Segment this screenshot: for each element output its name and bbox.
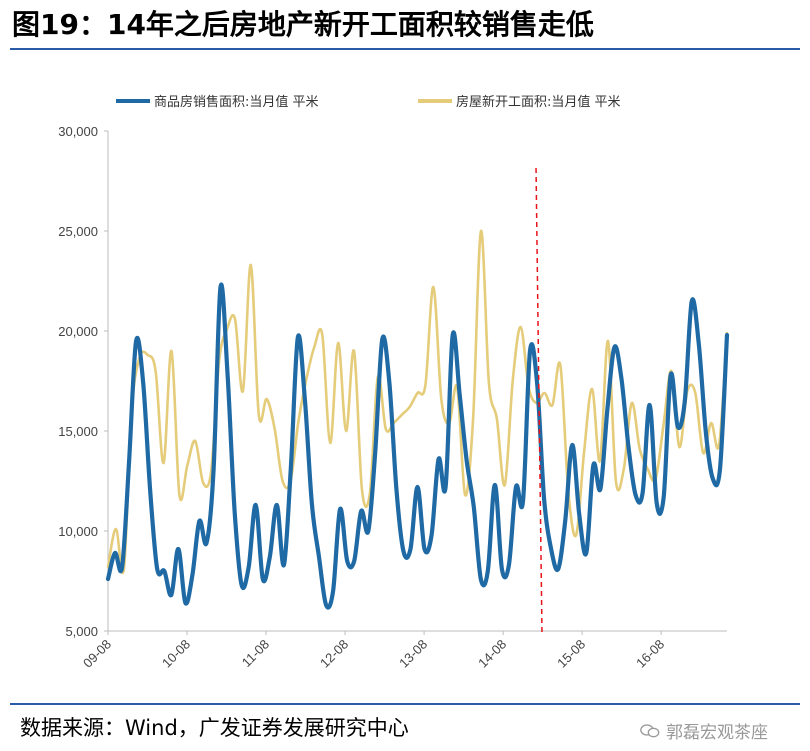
legend: 商品房销售面积:当月值 平米 房屋新开工面积:当月值 平米 (116, 94, 621, 110)
y-tick-label: 5,000 (65, 624, 98, 639)
footer-divider (10, 703, 800, 705)
watermark-label: 郭磊宏观茶座 (666, 723, 768, 743)
legend-label-starts: 房屋新开工面积:当月值 平米 (456, 94, 621, 110)
y-tick-label: 20,000 (58, 324, 98, 339)
title-divider (10, 48, 800, 50)
series-line-starts (106, 229, 729, 575)
y-tick-label: 30,000 (58, 124, 98, 139)
series-line-sales (105, 282, 730, 610)
page-title: 图19：14年之后房地产新开工面积较销售走低 (12, 8, 594, 41)
x-tick-label: 10-08 (159, 637, 193, 671)
legend-label-sales: 商品房销售面积:当月值 平米 (154, 94, 319, 110)
plot-series (105, 229, 730, 610)
y-tick-label: 10,000 (58, 524, 98, 539)
x-tick-label: 09-08 (80, 637, 114, 671)
reference-line (535, 167, 543, 637)
x-tick-label: 11-08 (239, 637, 272, 670)
x-tick-label: 15-08 (554, 637, 588, 671)
line-chart: 商品房销售面积:当月值 平米 房屋新开工面积:当月值 平米 5,000 10,00… (58, 94, 730, 671)
y-tick-label: 25,000 (58, 224, 98, 239)
x-axis: 09-08 10-08 11-08 12-08 13-08 14-08 15-08 16-08 (80, 630, 727, 671)
x-tick-label: 13-08 (396, 637, 430, 671)
source-note: 数据来源：Wind，广发证券发展研究中心 (20, 716, 409, 740)
y-tick-label: 15,000 (58, 424, 98, 439)
x-tick-label: 16-08 (633, 637, 667, 671)
watermark: 郭磊宏观茶座 (640, 718, 768, 743)
x-tick-label: 12-08 (317, 637, 351, 671)
x-tick-label: 14-08 (475, 637, 509, 671)
y-axis: 5,000 10,000 15,000 20,000 25,000 30,000 (58, 124, 109, 639)
wechat-icon (640, 723, 660, 737)
